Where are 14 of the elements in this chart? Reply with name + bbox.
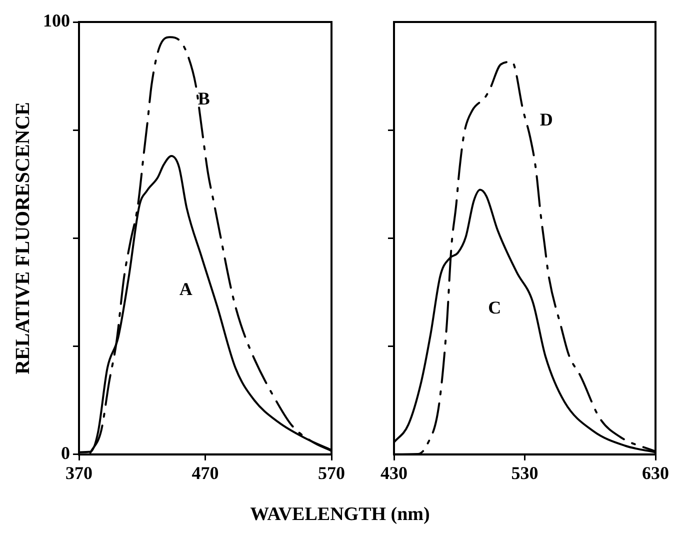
x-axis-title: WAVELENGTH (nm) xyxy=(249,504,431,526)
x-tick-label: 370 xyxy=(66,462,92,483)
x-tick-label: 430 xyxy=(380,462,408,483)
x-tick-label: 530 xyxy=(511,462,538,483)
series-label: C xyxy=(488,298,502,318)
x-tick-label: 630 xyxy=(642,462,669,483)
series-label: D xyxy=(540,109,553,130)
y-axis-title: RELATIVE FLUORESCENCE xyxy=(12,102,34,374)
x-tick-label: 470 xyxy=(192,462,219,483)
series-label: B xyxy=(198,88,210,108)
y-tick-label: 100 xyxy=(43,10,70,31)
series-label: A xyxy=(179,278,192,299)
x-tick-label: 570 xyxy=(318,462,345,483)
y-tick-label: 0 xyxy=(61,443,70,464)
